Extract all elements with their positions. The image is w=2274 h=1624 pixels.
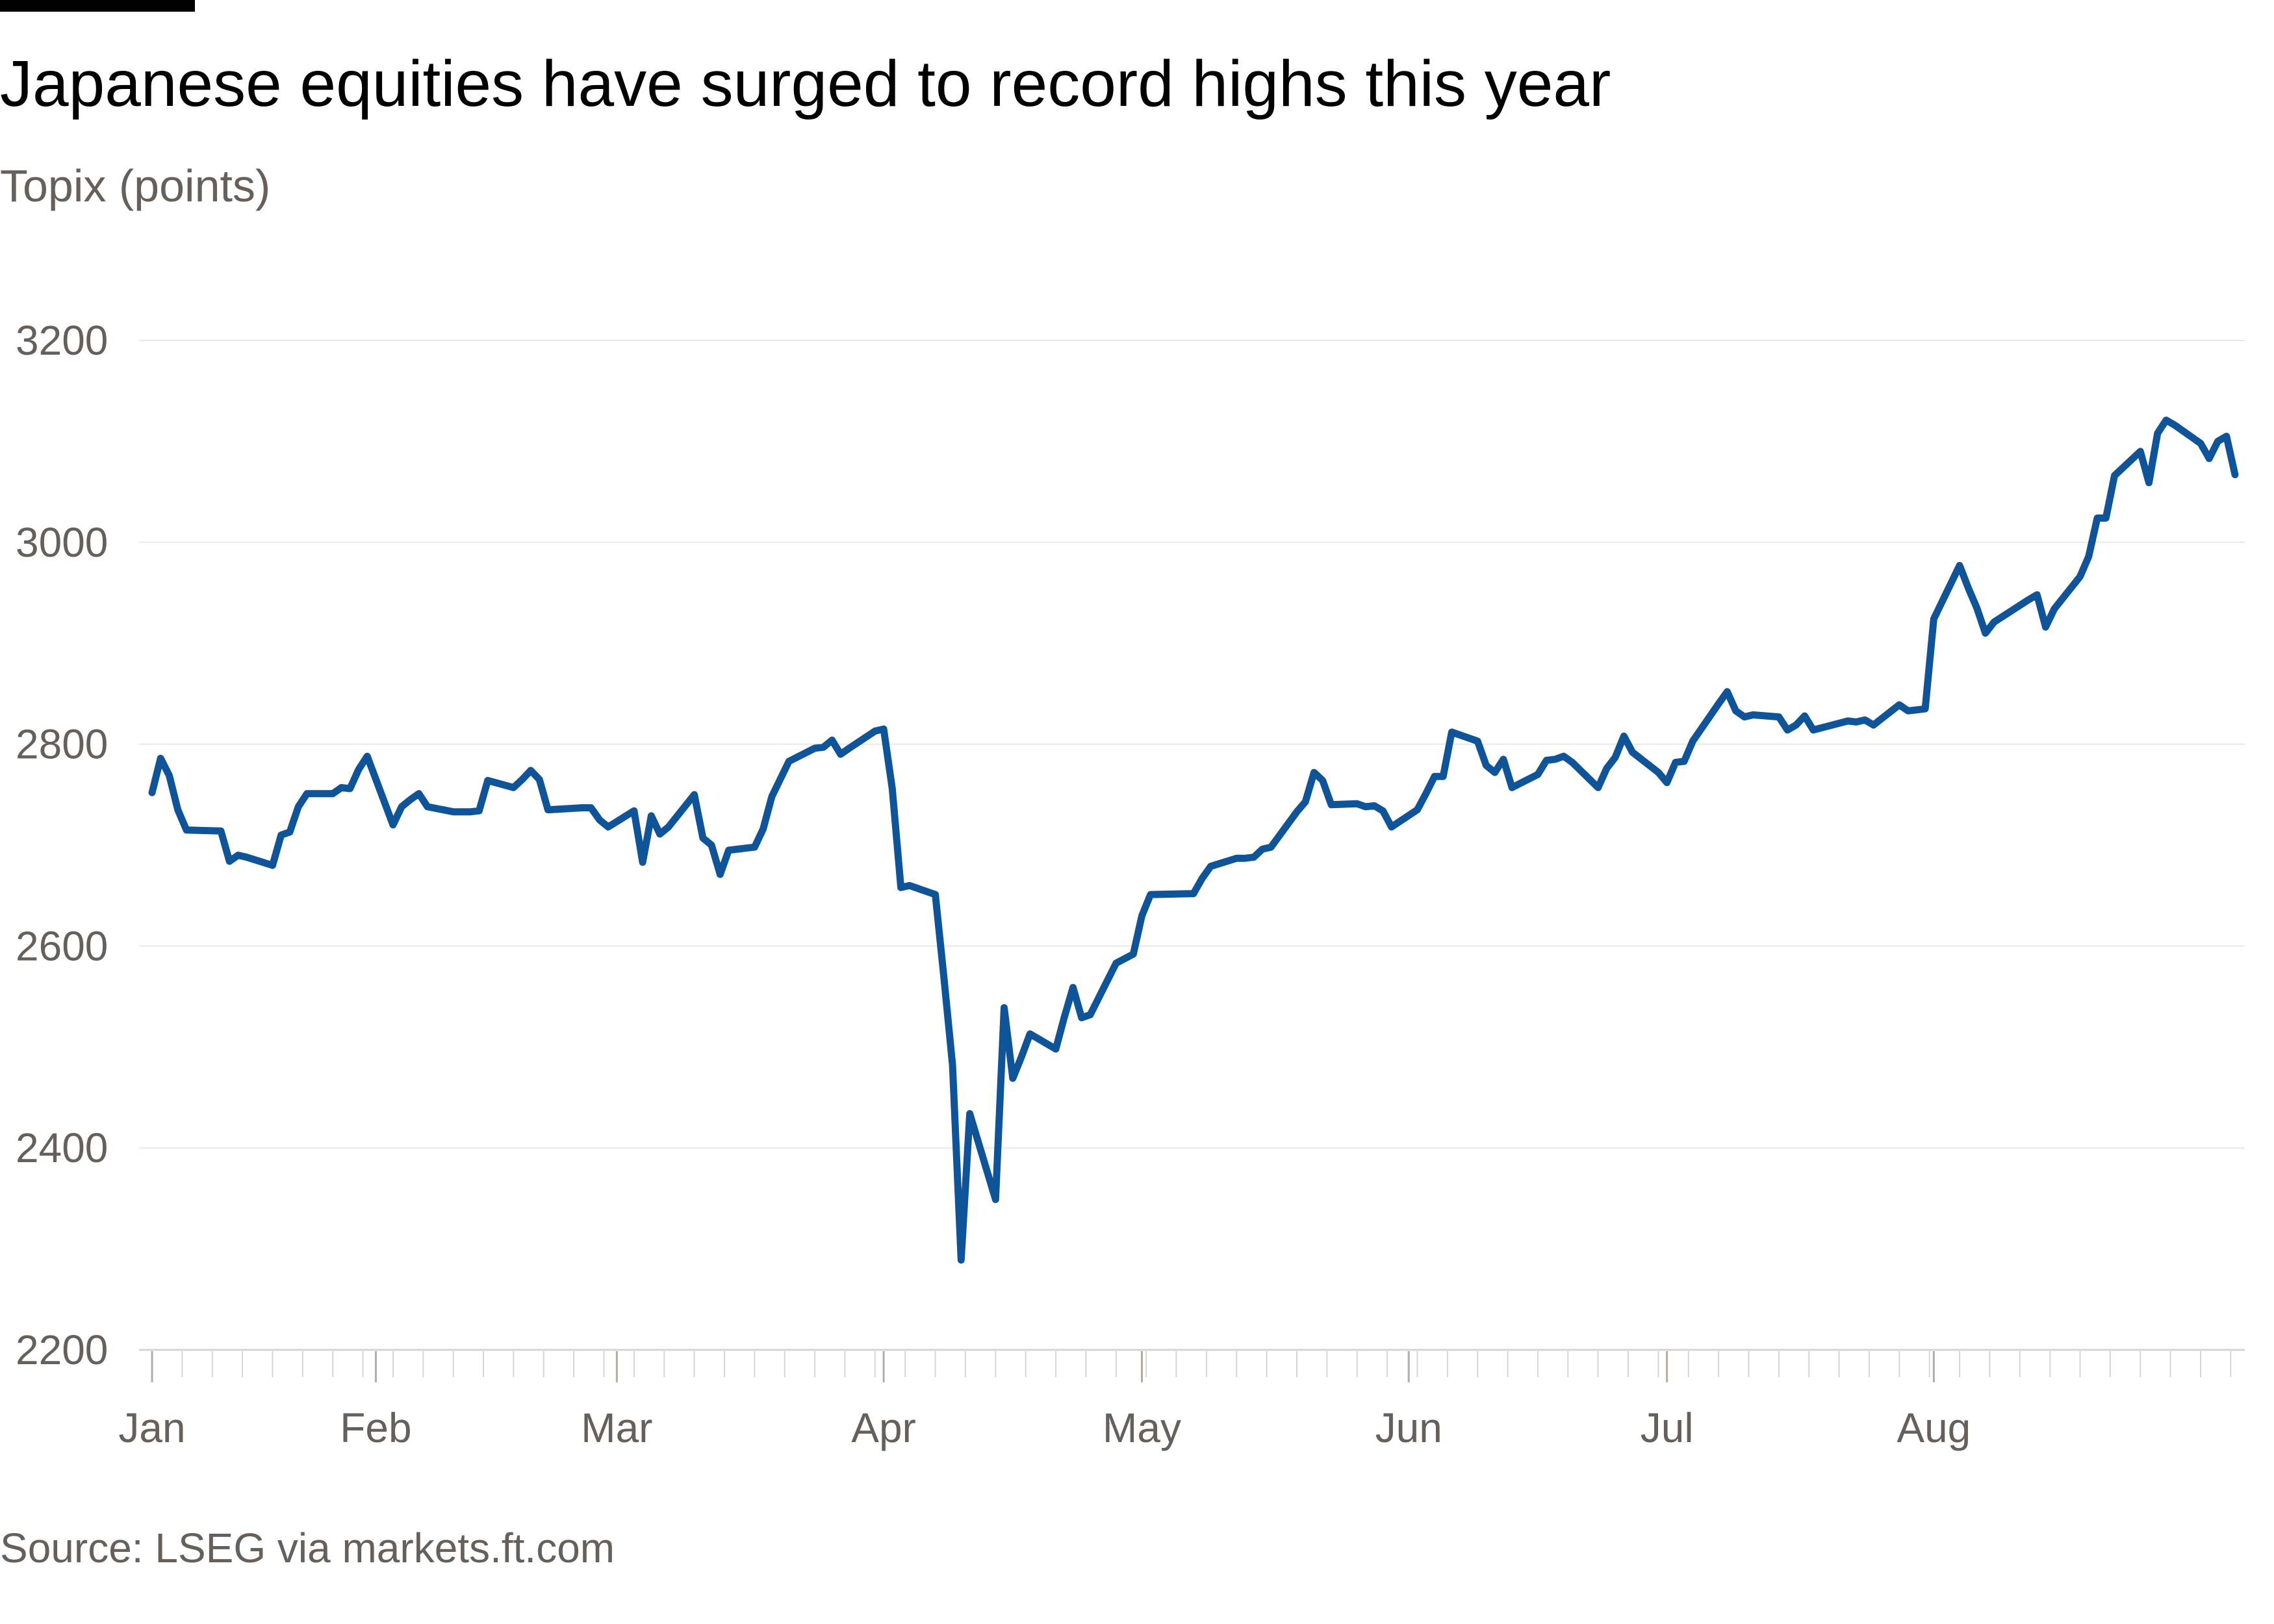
y-axis-labels: 2200 2400 2600 2800 3000 3200	[16, 317, 108, 1373]
x-tick-label: Apr	[851, 1404, 916, 1451]
series-line-topix	[148, 416, 2239, 1264]
header-accent-bar	[0, 0, 195, 12]
y-tick-label: 3000	[16, 519, 108, 566]
x-tick-label: Jan	[118, 1404, 185, 1451]
y-tick-label: 2800	[16, 721, 108, 768]
x-tick-label: Mar	[581, 1404, 652, 1451]
y-tick-label: 2200	[16, 1326, 108, 1373]
x-axis-labels: Jan Feb Mar Apr May Jun Jul Aug	[118, 1351, 1971, 1451]
y-tick-label: 3200	[16, 317, 108, 364]
x-tick-label: Jul	[1641, 1404, 1694, 1451]
x-tick-label: Feb	[340, 1404, 411, 1451]
series-layer	[148, 416, 2239, 1264]
x-tick-label: Jun	[1375, 1404, 1442, 1451]
source-note: Source: LSEG via markets.ft.com	[0, 1525, 615, 1571]
x-minor-ticks	[151, 1351, 2232, 1377]
chart-title: Japanese equities have surged to record …	[0, 47, 1611, 120]
y-tick-label: 2600	[16, 922, 108, 969]
gridlines	[139, 340, 2245, 1351]
x-tick-label: Aug	[1897, 1404, 1971, 1451]
chart-subtitle: Topix (points)	[0, 160, 271, 211]
y-tick-label: 2400	[16, 1124, 108, 1171]
x-tick-label: May	[1103, 1404, 1181, 1451]
